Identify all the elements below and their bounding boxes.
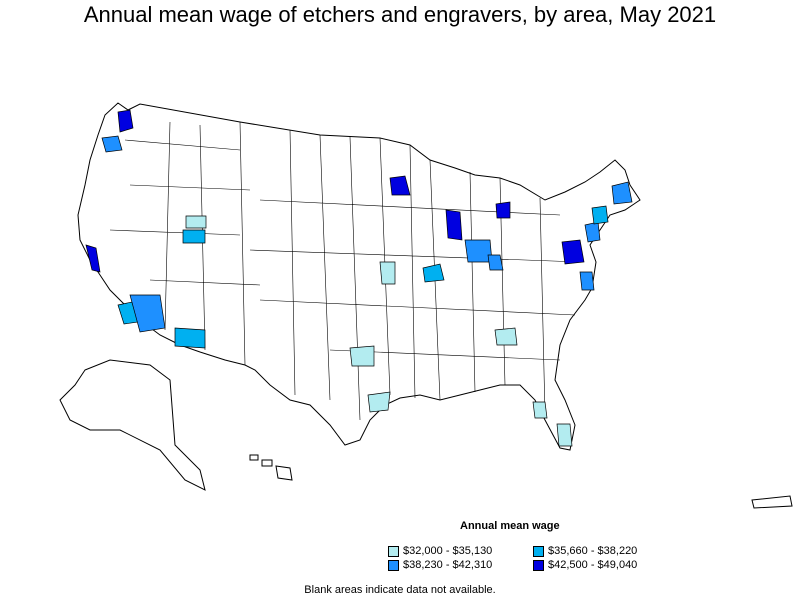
puerto-rico-outline [751,495,793,509]
area-inland-empire [129,294,166,333]
area-seattle [117,109,134,133]
area-boston [611,181,633,205]
alaska-outline [59,359,206,491]
map-title: Annual mean wage of etchers and engraver… [83,2,717,27]
area-wichita [379,261,396,285]
legend-item-1: $32,000 - $35,130 [388,544,492,558]
legend-item-2: $35,660 - $38,220 [533,544,637,558]
area-houston [367,391,391,413]
footnote: Blank areas indicate data not available. [304,584,496,596]
area-portland [101,135,123,153]
area-miami [556,423,573,447]
area-kansas-city [422,263,445,283]
area-boise-light [185,215,207,229]
area-detroit [495,201,511,219]
area-sf-bay [85,244,101,273]
area-phoenix [174,327,206,349]
area-atlanta [494,327,518,346]
legend-swatch-2 [533,545,544,557]
legend-swatch-4 [533,559,544,571]
area-richmond [579,271,595,291]
area-salt-lake [182,229,206,244]
legend-swatch-3 [388,559,399,571]
legend-title: Annual mean wage [460,520,560,532]
legend-item-3: $38,230 - $42,310 [388,558,492,572]
wage-areas [85,109,633,447]
area-dallas [349,345,375,367]
area-dc [561,239,585,265]
legend-item-4: $42,500 - $49,040 [533,558,637,572]
legend-swatch-1 [388,545,399,557]
area-ny-nj [591,205,609,225]
legend-label-3: $38,230 - $42,310 [403,559,493,571]
area-chicago [445,209,463,241]
legend-label-2: $35,660 - $38,220 [548,545,638,557]
area-indiana [464,239,493,263]
area-minneapolis [389,175,411,196]
hawaii-islands [249,454,293,481]
legend-label-1: $32,000 - $35,130 [403,545,493,557]
area-philadelphia [584,221,601,243]
area-cincinnati [487,254,504,271]
legend-label-4: $42,500 - $49,040 [548,559,638,571]
area-tampa [532,401,548,419]
